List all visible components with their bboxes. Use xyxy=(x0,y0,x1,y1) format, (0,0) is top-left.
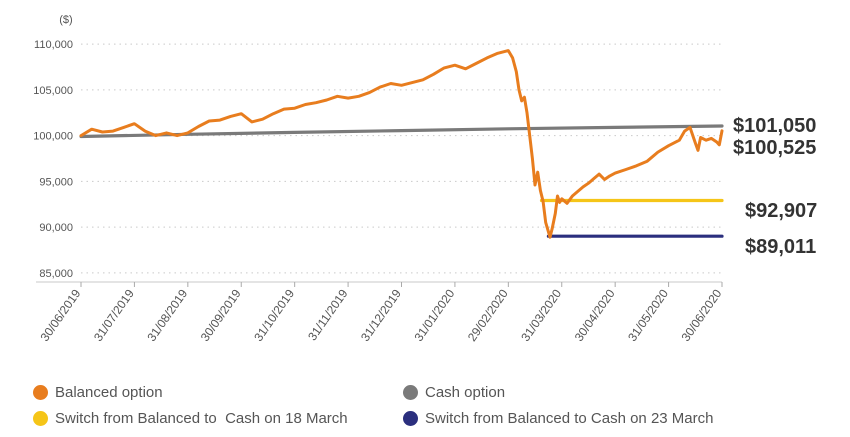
x-tick-label: 30/06/2019 xyxy=(38,286,84,343)
gridlines xyxy=(36,43,722,283)
y-tick-label: 95,000 xyxy=(39,176,73,188)
legend-label-switch-23-march: Switch from Balanced to Cash on 23 March xyxy=(425,410,714,427)
x-tick-label: 31/08/2019 xyxy=(144,286,190,343)
legend-item-cash: Cash option xyxy=(403,384,505,401)
legend: Balanced option Cash option Switch from … xyxy=(30,384,830,434)
legend-swatch-switch-18-march xyxy=(33,411,48,426)
y-tick-label: 90,000 xyxy=(39,222,73,234)
x-tick-label: 31/07/2019 xyxy=(91,286,137,343)
legend-swatch-cash xyxy=(403,385,418,400)
x-tick-label: 30/04/2020 xyxy=(572,286,618,343)
y-axis-ticks: 85,000 90,000 95,000 100,000 105,000 110,000 xyxy=(33,39,73,280)
legend-swatch-switch-23-march xyxy=(403,411,418,426)
y-tick-label: 105,000 xyxy=(33,85,73,97)
x-tick-label: 31/03/2020 xyxy=(518,286,564,343)
end-label-switch-18-march: $92,907 xyxy=(745,200,817,222)
legend-item-switch-23-march: Switch from Balanced to Cash on 23 March xyxy=(403,410,713,427)
x-tick-label: 29/02/2020 xyxy=(465,286,511,343)
series-line-balanced xyxy=(79,49,724,239)
end-label-switch-23-march: $89,011 xyxy=(745,236,816,258)
x-tick-label: 31/01/2020 xyxy=(411,286,457,343)
y-tick-label: 85,000 xyxy=(39,268,73,280)
end-label-cash: $101,050 xyxy=(733,115,816,137)
series-lines xyxy=(79,49,724,239)
legend-label-balanced: Balanced option xyxy=(55,384,163,401)
x-tick-label: 30/06/2020 xyxy=(679,286,725,343)
line-chart: ($) 85,000 90,000 95,000 100,000 105,000 110,… xyxy=(33,14,817,344)
end-value-labels: $100,525$101,050 $92,907 $89,011 xyxy=(733,115,817,258)
x-tick-label: 30/09/2019 xyxy=(198,286,244,343)
y-tick-label: 110,000 xyxy=(34,39,73,51)
y-unit-label: ($) xyxy=(59,14,72,26)
x-tick-label: 31/11/2019 xyxy=(305,286,351,343)
legend-item-switch-18-march: Switch from Balanced to Cash on 18 March xyxy=(33,410,348,427)
y-tick-label: 100,000 xyxy=(33,131,73,143)
legend-swatch-balanced xyxy=(33,385,48,400)
legend-label-cash: Cash option xyxy=(425,384,506,401)
x-axis-ticks: 30/06/2019 31/07/2019 31/08/2019 30/09/2019… xyxy=(38,282,725,344)
legend-item-balanced: Balanced option xyxy=(33,384,163,401)
x-tick-label: 31/05/2020 xyxy=(625,286,671,343)
legend-label-switch-18-march: Switch from Balanced to Cash on 18 March xyxy=(55,410,348,427)
x-tick-label: 31/10/2019 xyxy=(251,286,297,343)
end-label-balanced: $100,525 xyxy=(733,137,816,159)
x-tick-label: 31/12/2019 xyxy=(358,286,404,343)
